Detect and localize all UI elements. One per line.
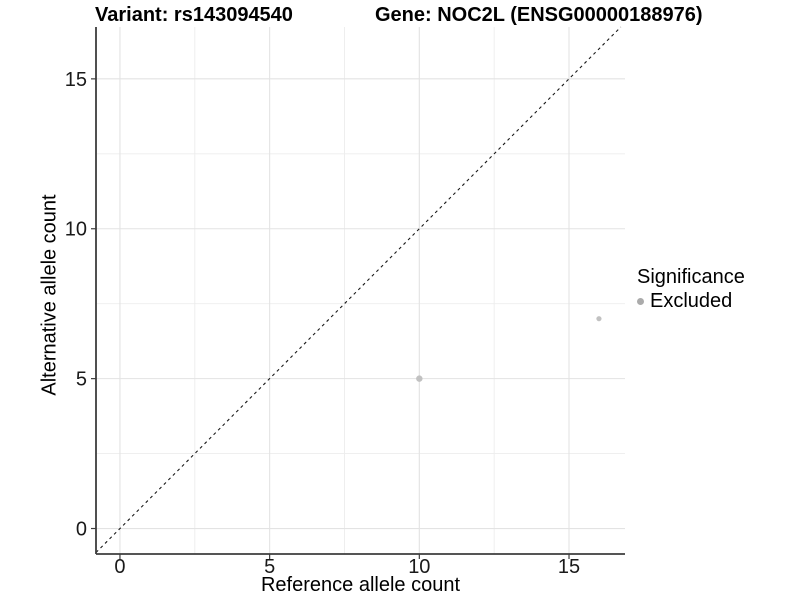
legend: Significance Excluded xyxy=(637,266,745,313)
x-tick-label: 0 xyxy=(114,556,125,578)
legend-item-label: Excluded xyxy=(650,290,733,312)
x-tick-label: 5 xyxy=(264,556,275,578)
data-point xyxy=(416,375,423,382)
y-tick-label: 10 xyxy=(65,219,87,241)
y-tick-label: 15 xyxy=(65,69,87,91)
x-axis-title: Reference allele count xyxy=(260,574,460,596)
identity-line xyxy=(95,26,622,553)
y-tick-label: 5 xyxy=(76,369,87,391)
gene-title: Gene: NOC2L (ENSG00000188976) xyxy=(375,4,703,26)
x-tick-label: 15 xyxy=(558,556,580,578)
legend-item-excluded: Excluded xyxy=(637,290,745,313)
legend-title: Significance xyxy=(637,266,745,288)
data-point xyxy=(596,316,602,322)
y-tick-label: 0 xyxy=(76,519,87,541)
x-tick-label: 10 xyxy=(408,556,430,578)
excluded-marker-icon xyxy=(637,298,644,305)
y-axis-title: Alternative allele count xyxy=(38,194,61,396)
variant-title: Variant: rs143094540 xyxy=(95,4,293,26)
